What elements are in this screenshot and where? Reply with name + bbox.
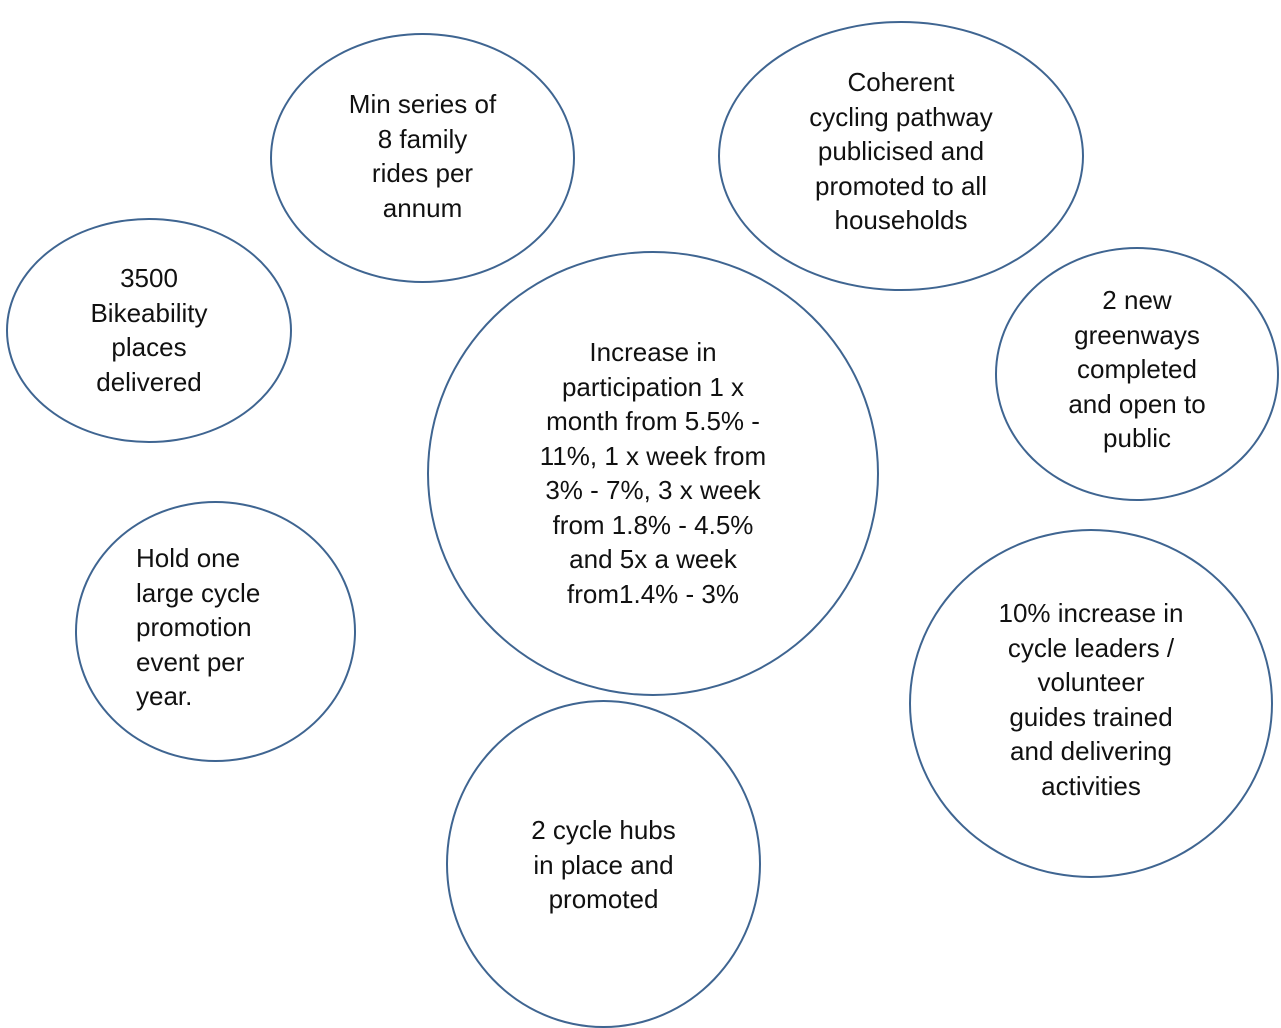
pathway-label: Coherent cycling pathway publicised and … — [809, 67, 993, 235]
promotion-event-label: Hold one large cycle promotion event per… — [136, 543, 261, 711]
cycle-hubs-bubble — [446, 700, 761, 1028]
family-rides-label: Min series of 8 family rides per annum — [348, 89, 497, 223]
bikeability-label: 3500 Bikeability places delivered — [90, 263, 208, 397]
family-rides-bubble — [270, 33, 575, 283]
bikeability-bubble — [6, 218, 292, 443]
greenways-label: 2 new greenways completed and open to pu… — [1068, 285, 1206, 453]
cycle-leaders-bubble — [909, 529, 1273, 878]
greenways-bubble — [995, 247, 1279, 501]
cycle-hubs-label: 2 cycle hubs in place and promoted — [531, 815, 676, 914]
participation-bubble — [427, 251, 879, 696]
participation-label: Increase in participation 1 x month from… — [539, 337, 767, 609]
cycle-leaders-label: 10% increase in cycle leaders / voluntee… — [998, 598, 1184, 801]
promotion-event-bubble — [75, 501, 356, 762]
pathway-bubble — [718, 21, 1084, 291]
